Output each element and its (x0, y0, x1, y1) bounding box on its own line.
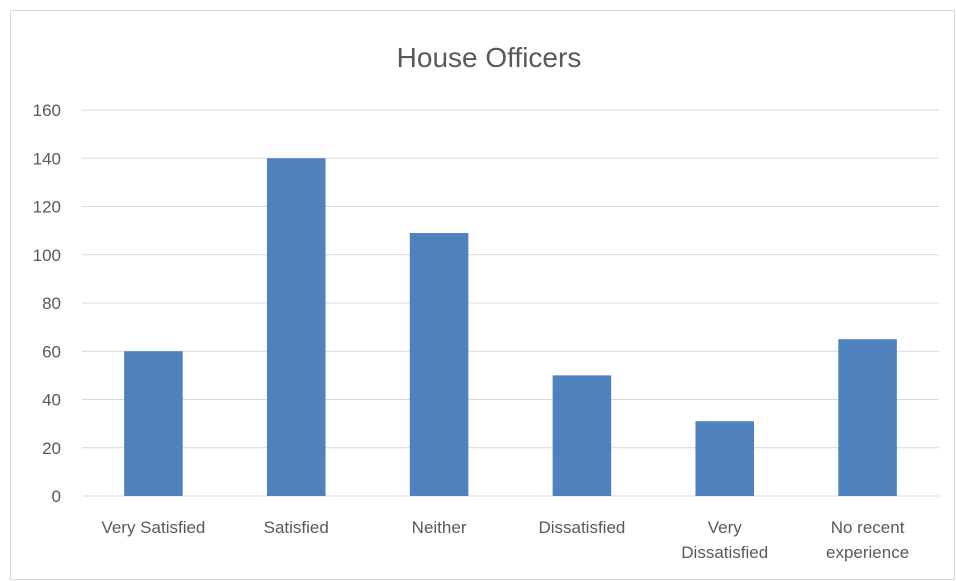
bar-chart: House Officers 0 20 40 60 80 100 120 140 160 Ver… (33, 42, 939, 562)
chart-title: House Officers (397, 42, 582, 73)
bar-neither (409, 233, 469, 496)
gridlines (82, 109, 939, 497)
y-tick-label: 60 (42, 342, 61, 361)
x-category-label: Satisfied (264, 518, 329, 537)
x-category-label-line: Dissatisfied (681, 543, 768, 562)
y-tick-label: 0 (52, 487, 61, 506)
bar-very-dissatisfied (695, 421, 755, 496)
x-category-label-line: No recent (831, 518, 905, 537)
bar-satisfied (266, 158, 326, 496)
bar-very-satisfied (124, 351, 183, 496)
chart-area: House Officers 0 20 40 60 80 100 120 140 160 Ver… (10, 10, 955, 580)
x-category-label-line: Very (708, 518, 743, 537)
x-category-label-line: Neither (412, 518, 467, 537)
y-tick-label: 40 (42, 391, 61, 410)
bar-dissatisfied (552, 375, 612, 496)
y-tick-label: 160 (33, 101, 61, 120)
x-category-label-line: experience (826, 543, 909, 562)
y-tick-label: 80 (42, 294, 61, 313)
y-tick-label: 140 (33, 149, 61, 168)
x-category-label-line: Very Satisfied (101, 518, 205, 537)
y-tick-label: 120 (33, 198, 61, 217)
x-category-label-line: Satisfied (264, 518, 329, 537)
y-axis-tick-labels: 0 20 40 60 80 100 120 140 160 (33, 101, 61, 506)
bar-no-recent-experience (838, 339, 897, 496)
x-category-label: Very Satisfied (101, 518, 205, 537)
x-category-label: Dissatisfied (538, 518, 625, 537)
x-category-label: Very Dissatisfied (681, 518, 768, 562)
x-category-label-line: Dissatisfied (538, 518, 625, 537)
y-tick-label: 20 (42, 439, 61, 458)
x-category-label: Neither (412, 518, 467, 537)
x-category-label: No recent experience (826, 518, 909, 562)
bars (124, 158, 897, 496)
y-tick-label: 100 (33, 246, 61, 265)
x-axis-category-labels: Very Satisfied Satisfied Neither Dissatisfi… (101, 518, 909, 562)
